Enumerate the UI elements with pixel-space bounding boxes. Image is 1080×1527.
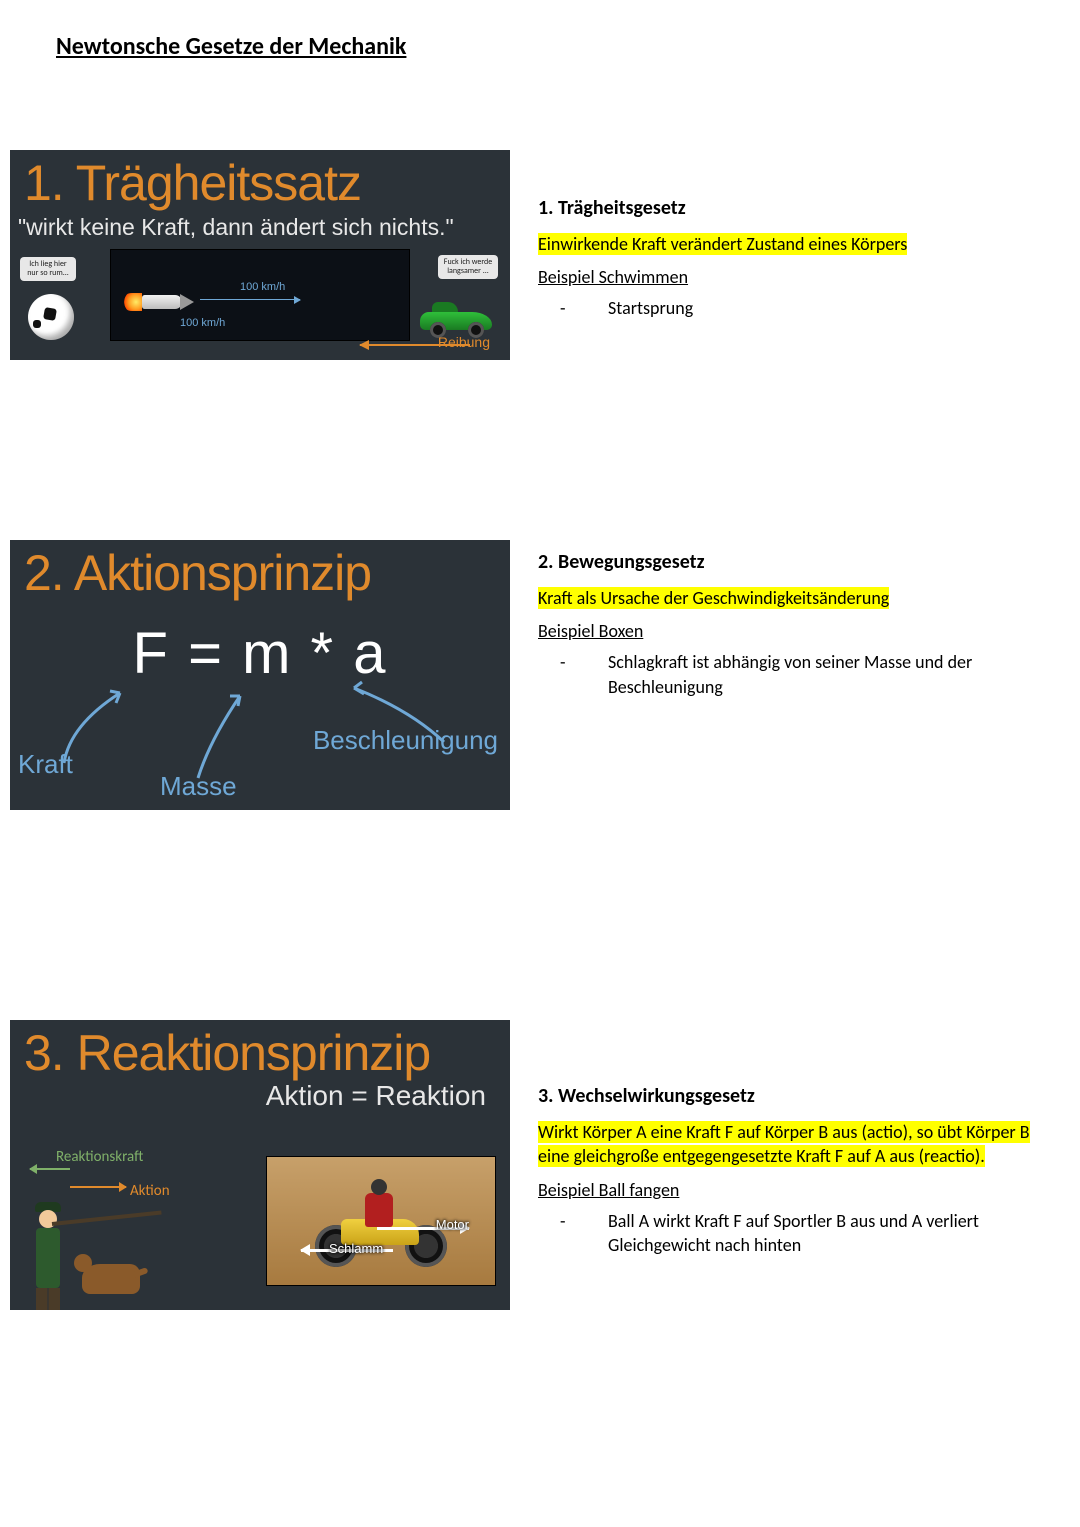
law1-example-heading: Beispiel Schwimmen: [538, 266, 1058, 288]
panel3-title: 3. Reaktionsprinzip: [10, 1020, 510, 1082]
panel1-title: 1. Trägheitssatz: [10, 150, 510, 212]
list-item: Startsprung: [584, 296, 1058, 320]
list-item: Schlagkraft ist abhängig von seiner Mass…: [584, 650, 1058, 699]
law1-highlight: Einwirkende Kraft verändert Zustand eine…: [538, 233, 907, 255]
arrow-reaktionskraft: [30, 1168, 70, 1170]
annot-beschleunigung: Beschleunigung: [313, 725, 498, 756]
motorbike-icon: [311, 1197, 451, 1267]
rider-icon: [365, 1193, 393, 1227]
law1-bullets: Startsprung: [584, 296, 1058, 320]
speed-arrow: [200, 299, 300, 300]
car-icon: [420, 300, 492, 336]
law1-text: 1. Trägheitsgesetz Einwirkende Kraft ver…: [538, 150, 1070, 325]
law2-text: 2. Bewegungsgesetz Kraft als Ursache der…: [538, 540, 1070, 703]
friction-label: Reibung: [438, 334, 490, 350]
law2-heading: 2. Bewegungsgesetz: [538, 550, 1058, 574]
label-reaktionskraft: Reaktionskraft: [56, 1148, 143, 1166]
speech-bubble-left: Ich lieg hier nur so rum...: [20, 257, 76, 281]
panel-law2: 2. Aktionsprinzip F = m * a Kraft Masse …: [10, 540, 510, 810]
list-item: Ball A wirkt Kraft F auf Sportler B aus …: [584, 1209, 1058, 1258]
motocross-photo: Motor Schlamm: [266, 1156, 496, 1286]
label-schlamm: Schlamm: [329, 1241, 383, 1256]
section-law3: 3. Reaktionsprinzip Aktion = Reaktion Re…: [10, 1020, 1070, 1310]
speed-label-lower: 100 km/h: [180, 317, 225, 329]
law2-bullets: Schlagkraft ist abhängig von seiner Mass…: [584, 650, 1058, 699]
annot-masse: Masse: [160, 771, 237, 802]
rocket-icon: [120, 291, 200, 313]
label-motor: Motor: [436, 1217, 469, 1232]
hunter-icon: [36, 1228, 60, 1288]
speech-bubble-right: Fuck ich werde langsamer ...: [438, 255, 498, 279]
panel2-title: 2. Aktionsprinzip: [10, 540, 510, 602]
law3-bullets: Ball A wirkt Kraft F auf Sportler B aus …: [584, 1209, 1058, 1258]
page-title: Newtonsche Gesetze der Mechanik: [56, 32, 406, 61]
law2-example-heading: Beispiel Boxen: [538, 620, 1058, 642]
panel3-subtitle: Aktion = Reaktion: [10, 1080, 510, 1112]
dog-icon: [82, 1264, 140, 1294]
panel1-quote: "wirkt keine Kraft, dann ändert sich nic…: [10, 212, 510, 241]
rifle-icon: [52, 1211, 162, 1226]
annot-kraft: Kraft: [18, 749, 73, 780]
soccer-ball-icon: [28, 294, 74, 340]
panel-law1: 1. Trägheitssatz "wirkt keine Kraft, dan…: [10, 150, 510, 360]
panel3-body: Reaktionskraft Aktion Motor: [10, 1126, 510, 1296]
panel-law3: 3. Reaktionsprinzip Aktion = Reaktion Re…: [10, 1020, 510, 1310]
law3-highlight: Wirkt Körper A eine Kraft F auf Körper B…: [538, 1121, 1030, 1167]
law1-heading: 1. Trägheitsgesetz: [538, 196, 1058, 220]
section-law1: 1. Trägheitssatz "wirkt keine Kraft, dan…: [10, 150, 1070, 360]
law3-text: 3. Wechselwirkungsgesetz Wirkt Körper A …: [538, 1020, 1070, 1261]
law3-heading: 3. Wechselwirkungsgesetz: [538, 1084, 1058, 1108]
panel2-formula: F = m * a: [10, 620, 510, 687]
label-aktion: Aktion: [130, 1182, 170, 1200]
section-law2: 2. Aktionsprinzip F = m * a Kraft Masse …: [10, 540, 1070, 810]
law2-highlight: Kraft als Ursache der Geschwindigkeitsän…: [538, 587, 889, 609]
panel1-body: Ich lieg hier nur so rum... 100 km/h 100…: [20, 249, 500, 344]
arrow-aktion: [70, 1186, 126, 1188]
law3-example-heading: Beispiel Ball fangen: [538, 1179, 1058, 1201]
speed-label-upper: 100 km/h: [240, 281, 285, 293]
